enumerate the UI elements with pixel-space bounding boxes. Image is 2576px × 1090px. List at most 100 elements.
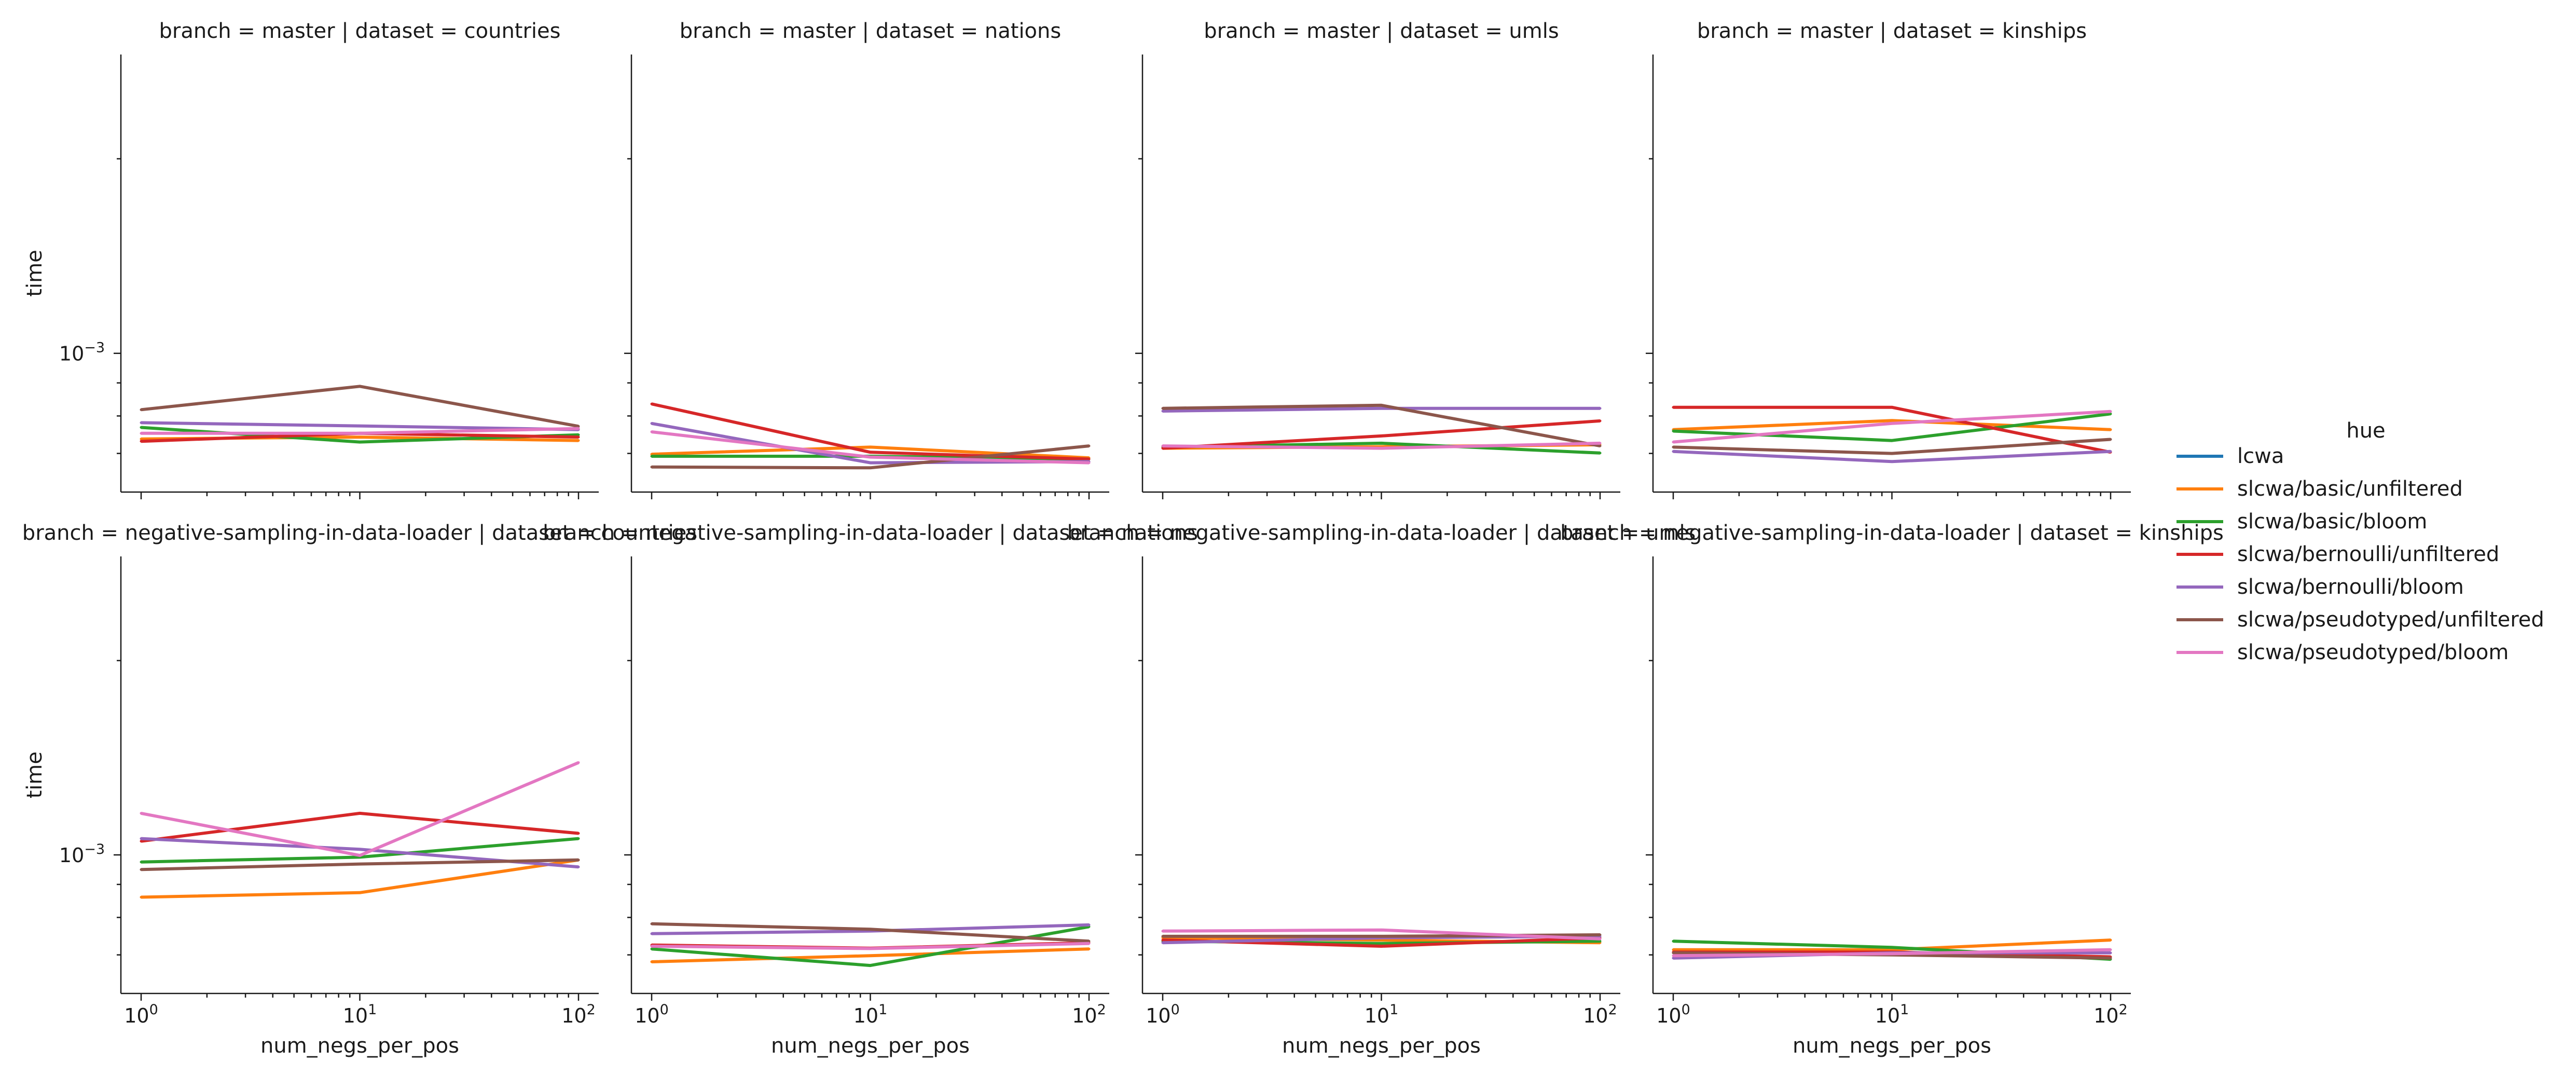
data-point: [1891, 406, 1893, 409]
y-tick-label: 10−3: [59, 841, 105, 867]
legend-label: slcwa/pseudotyped/unfiltered: [2237, 608, 2544, 632]
data-point: [1161, 941, 1164, 944]
x-tick-label: 102: [2093, 1002, 2128, 1027]
data-point: [1380, 434, 1383, 438]
data-point: [140, 408, 143, 411]
data-point: [869, 928, 872, 931]
legend-item: slcwa/pseudotyped/bloom: [2176, 641, 2509, 664]
data-point: [140, 861, 143, 864]
legend-item: slcwa/basic/bloom: [2176, 510, 2427, 534]
x-axis-label: num_negs_per_pos: [1282, 1034, 1481, 1058]
panel-title: branch = master | dataset = umls: [1204, 19, 1559, 43]
data-point: [869, 947, 872, 950]
data-point: [140, 426, 143, 429]
x-axis-label: num_negs_per_pos: [771, 1034, 970, 1058]
x-tick-label-exponent: 0: [660, 1002, 669, 1018]
x-tick-label: 100: [1656, 1002, 1690, 1027]
data-point: [1380, 929, 1383, 932]
data-point: [2109, 951, 2112, 955]
facet-panel: branch = master | dataset = kinships: [1646, 19, 2131, 499]
x-tick-label: 102: [561, 1002, 596, 1027]
facet-panel: branch = master | dataset = countries 10−…: [23, 19, 599, 499]
data-point: [1087, 458, 1091, 461]
x-tick-label-base: 10: [1146, 1004, 1170, 1027]
data-point: [577, 837, 580, 840]
data-point: [577, 832, 580, 835]
data-point: [1380, 935, 1383, 938]
panel-title: branch = negative-sampling-in-data-loade…: [1560, 521, 2224, 545]
data-point: [140, 440, 143, 443]
data-point: [359, 435, 361, 439]
data-point: [2109, 948, 2112, 951]
data-point: [359, 385, 361, 388]
data-point: [140, 432, 143, 435]
data-point: [577, 859, 580, 862]
data-point: [1672, 951, 1675, 955]
data-point: [1672, 406, 1675, 409]
data-point: [1380, 442, 1383, 445]
data-point: [140, 438, 143, 441]
data-point: [1891, 946, 1893, 949]
x-tick-label: 101: [853, 1002, 888, 1027]
data-point: [1891, 422, 1893, 425]
legend-item: slcwa/bernoulli/bloom: [2176, 575, 2464, 599]
data-point: [1087, 939, 1091, 943]
panel-title: branch = negative-sampling-in-data-loade…: [1067, 521, 1696, 545]
x-tick-label: 102: [1583, 1002, 1617, 1027]
data-point: [1087, 947, 1091, 950]
legend-label: slcwa/basic/bloom: [2237, 510, 2427, 534]
x-tick-label-base: 10: [2093, 1004, 2118, 1027]
data-point: [1599, 444, 1602, 447]
data-point: [869, 964, 872, 967]
data-point: [2109, 938, 2112, 942]
legend-label: slcwa/bernoulli/unfiltered: [2237, 542, 2499, 566]
data-point: [1891, 460, 1893, 463]
x-tick-label-exponent: 2: [587, 1002, 596, 1018]
x-axis-label: num_negs_per_pos: [260, 1034, 459, 1058]
data-point: [1891, 452, 1893, 455]
data-point: [1891, 948, 1893, 951]
data-point: [869, 466, 872, 469]
data-point: [650, 960, 653, 963]
data-point: [2109, 412, 2112, 415]
data-point: [577, 427, 580, 430]
data-point: [1161, 935, 1164, 938]
data-point: [1672, 954, 1675, 957]
data-point: [359, 425, 361, 428]
panel-title: branch = negative-sampling-in-data-loade…: [543, 521, 1198, 545]
panel-title: branch = negative-sampling-in-data-loade…: [22, 521, 697, 545]
facet-panel: branch = negative-sampling-in-data-loade…: [1067, 521, 1696, 1058]
panel-title: branch = master | dataset = countries: [159, 19, 561, 43]
data-point: [1161, 447, 1164, 450]
x-tick-label: 101: [1365, 1002, 1399, 1027]
x-tick-label: 100: [1146, 1002, 1180, 1027]
y-tick-label: 10−3: [59, 340, 105, 365]
data-point: [1380, 404, 1383, 407]
data-point: [1087, 444, 1091, 447]
data-point: [577, 425, 580, 428]
panel-title: branch = master | dataset = nations: [680, 19, 1061, 43]
data-point: [650, 430, 653, 433]
legend-item: slcwa/bernoulli/unfiltered: [2176, 542, 2499, 566]
data-point: [577, 865, 580, 868]
x-tick-label-base: 10: [1583, 1004, 1608, 1027]
x-tick-label-exponent: 2: [2119, 1002, 2128, 1018]
data-point: [359, 812, 361, 815]
data-point: [650, 945, 653, 948]
x-tick-label-exponent: 1: [368, 1002, 377, 1018]
legend: hue lcwa slcwa/basic/unfiltered slcwa/basic…: [2176, 419, 2544, 664]
facet-panels: branch = master | dataset = countries 10−…: [22, 19, 2224, 1058]
data-point: [1672, 948, 1675, 951]
x-tick-label-base: 10: [635, 1004, 659, 1027]
x-tick-label: 101: [1875, 1002, 1909, 1027]
data-point: [577, 433, 580, 437]
x-tick-label-base: 10: [124, 1004, 149, 1027]
data-point: [869, 954, 872, 957]
legend-label: slcwa/pseudotyped/bloom: [2237, 641, 2509, 664]
x-tick-label-base: 10: [1875, 1004, 1900, 1027]
data-point: [359, 854, 361, 857]
x-axis-label: num_negs_per_pos: [1793, 1034, 1991, 1058]
data-point: [1599, 419, 1602, 423]
